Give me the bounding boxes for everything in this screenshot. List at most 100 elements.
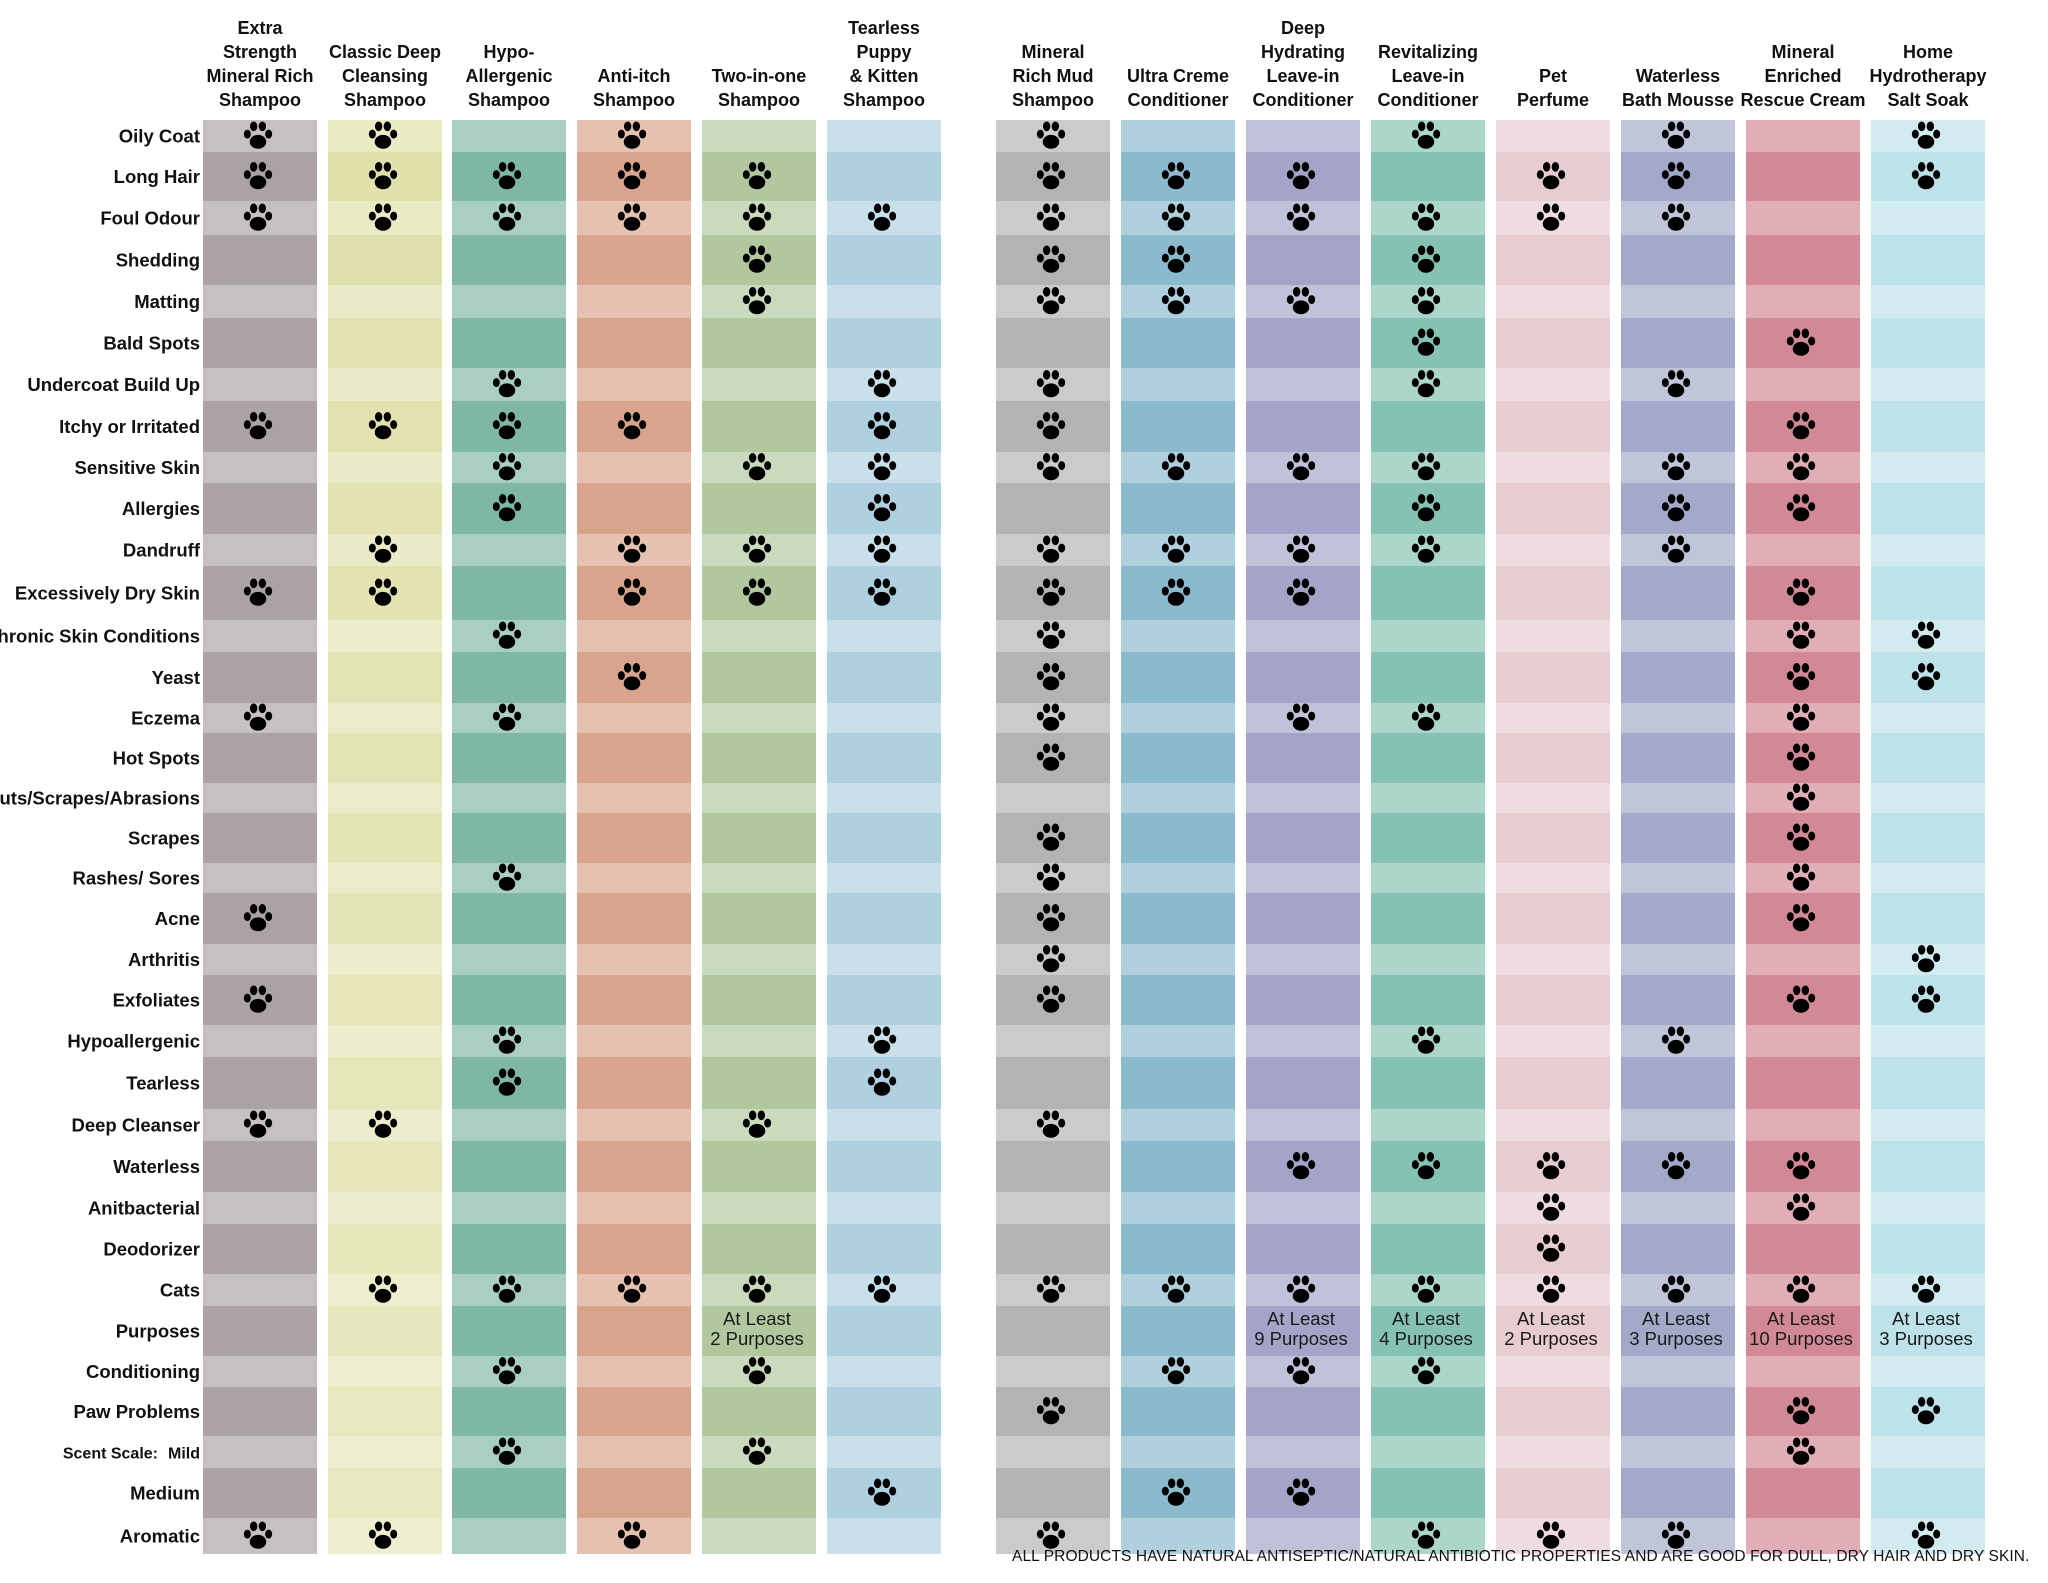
cell-c1 (203, 620, 317, 652)
cell-c10 (1371, 1436, 1485, 1468)
cell-c11 (1496, 318, 1610, 368)
cell-c11 (1496, 534, 1610, 566)
cell-c12 (1621, 1306, 1735, 1356)
cell-c8 (1121, 620, 1235, 652)
cell-c1 (203, 1224, 317, 1274)
column-header-c1: Extra Strength Mineral Rich Shampoo (206, 18, 313, 110)
cell-c12 (1621, 783, 1735, 813)
cell-c2 (328, 783, 442, 813)
table-row: Chronic Skin Conditions (0, 620, 1985, 652)
cell-c2 (328, 285, 442, 318)
table-row: Foul Odour (100, 201, 1985, 235)
cell-c6 (827, 813, 941, 863)
cell-c14 (1871, 863, 1985, 893)
cell-c9 (1246, 1224, 1360, 1274)
cell-c12 (1621, 401, 1735, 452)
cell-c9 (1246, 944, 1360, 975)
table-row: Oily Coat (119, 120, 1985, 152)
column-header-line: Deep (1281, 18, 1325, 38)
column-header-line: Pet (1539, 66, 1567, 86)
table-row: Allergies (122, 483, 1985, 534)
cell-c9 (1246, 733, 1360, 783)
cell-c14 (1871, 483, 1985, 534)
row-label: Purposes (116, 1321, 200, 1342)
cell-c7 (996, 1057, 1110, 1109)
cell-c14 (1871, 1468, 1985, 1518)
cell-c9 (1246, 1025, 1360, 1057)
row-label: Eczema (131, 708, 201, 729)
cell-c2 (328, 368, 442, 401)
cell-c4 (577, 733, 691, 783)
cell-c5 (702, 783, 816, 813)
cell-c8 (1121, 783, 1235, 813)
cell-c6 (827, 1141, 941, 1192)
cell-c6 (827, 1109, 941, 1141)
cell-c11 (1496, 1468, 1610, 1518)
cell-c1 (203, 783, 317, 813)
row-label: Waterless (113, 1156, 200, 1177)
column-header-line: Shampoo (718, 90, 800, 110)
column-header-line: Waterless (1636, 66, 1720, 86)
cell-c4 (577, 1192, 691, 1224)
cell-c2 (328, 1436, 442, 1468)
cell-c4 (577, 1387, 691, 1436)
cell-c11 (1496, 1387, 1610, 1436)
cell-c1 (203, 652, 317, 703)
cell-c11 (1496, 368, 1610, 401)
column-header-c10: Revitalizing Leave-in Conditioner (1378, 42, 1479, 110)
column-header-c8: Ultra Creme Conditioner (1127, 66, 1229, 110)
purposes-note: At Least (723, 1308, 791, 1329)
row-label: Deodorizer (103, 1239, 200, 1260)
column-header-line: Ultra Creme (1127, 66, 1229, 86)
cell-c11 (1496, 733, 1610, 783)
table-row: Acne (155, 893, 1985, 944)
cell-c1 (203, 285, 317, 318)
cell-c11 (1496, 452, 1610, 483)
cell-c12 (1621, 1387, 1735, 1436)
cell-c8 (1121, 1141, 1235, 1192)
column-header-line: Classic Deep (329, 42, 441, 62)
table-row: Undercoat Build Up (27, 368, 1985, 401)
cell-c1 (203, 235, 317, 285)
cell-c9 (1246, 813, 1360, 863)
cell-c2 (328, 733, 442, 783)
row-label: Arthritis (128, 949, 200, 970)
cell-c14 (1871, 1109, 1985, 1141)
row-label: Undercoat Build Up (27, 374, 200, 395)
cell-c10 (1371, 863, 1485, 893)
row-label: Scrapes (128, 828, 200, 849)
cell-c14 (1871, 703, 1985, 733)
row-label: Cats (160, 1280, 200, 1301)
column-header-line: Extra (237, 18, 283, 38)
cell-c3 (452, 566, 566, 620)
column-header-line: Tearless (848, 18, 920, 38)
cell-c4 (577, 1468, 691, 1518)
column-header-line: Hypo- (484, 42, 535, 62)
column-header-c11: Pet Perfume (1517, 66, 1589, 110)
cell-c9 (1246, 1518, 1360, 1554)
cell-c8 (1121, 703, 1235, 733)
cell-c5 (702, 1192, 816, 1224)
cell-c2 (328, 813, 442, 863)
column-header-line: Mineral (1771, 42, 1834, 62)
cell-c11 (1496, 652, 1610, 703)
column-header-line: Puppy (856, 42, 911, 62)
cell-c4 (577, 703, 691, 733)
cell-c12 (1621, 566, 1735, 620)
row-label: Sensitive Skin (75, 457, 200, 478)
cell-c3 (452, 1387, 566, 1436)
cell-c8 (1121, 1436, 1235, 1468)
cell-c9 (1246, 483, 1360, 534)
cell-c6 (827, 783, 941, 813)
purposes-note: 2 Purposes (1504, 1328, 1598, 1349)
cell-c6 (827, 1224, 941, 1274)
cell-c2 (328, 703, 442, 733)
cell-c3 (452, 652, 566, 703)
cell-c10 (1371, 1387, 1485, 1436)
cell-c10 (1371, 944, 1485, 975)
cell-c12 (1621, 318, 1735, 368)
cell-c4 (577, 1356, 691, 1387)
cell-c8 (1121, 1192, 1235, 1224)
cell-c8 (1121, 1109, 1235, 1141)
row-label: Hot Spots (113, 748, 200, 769)
